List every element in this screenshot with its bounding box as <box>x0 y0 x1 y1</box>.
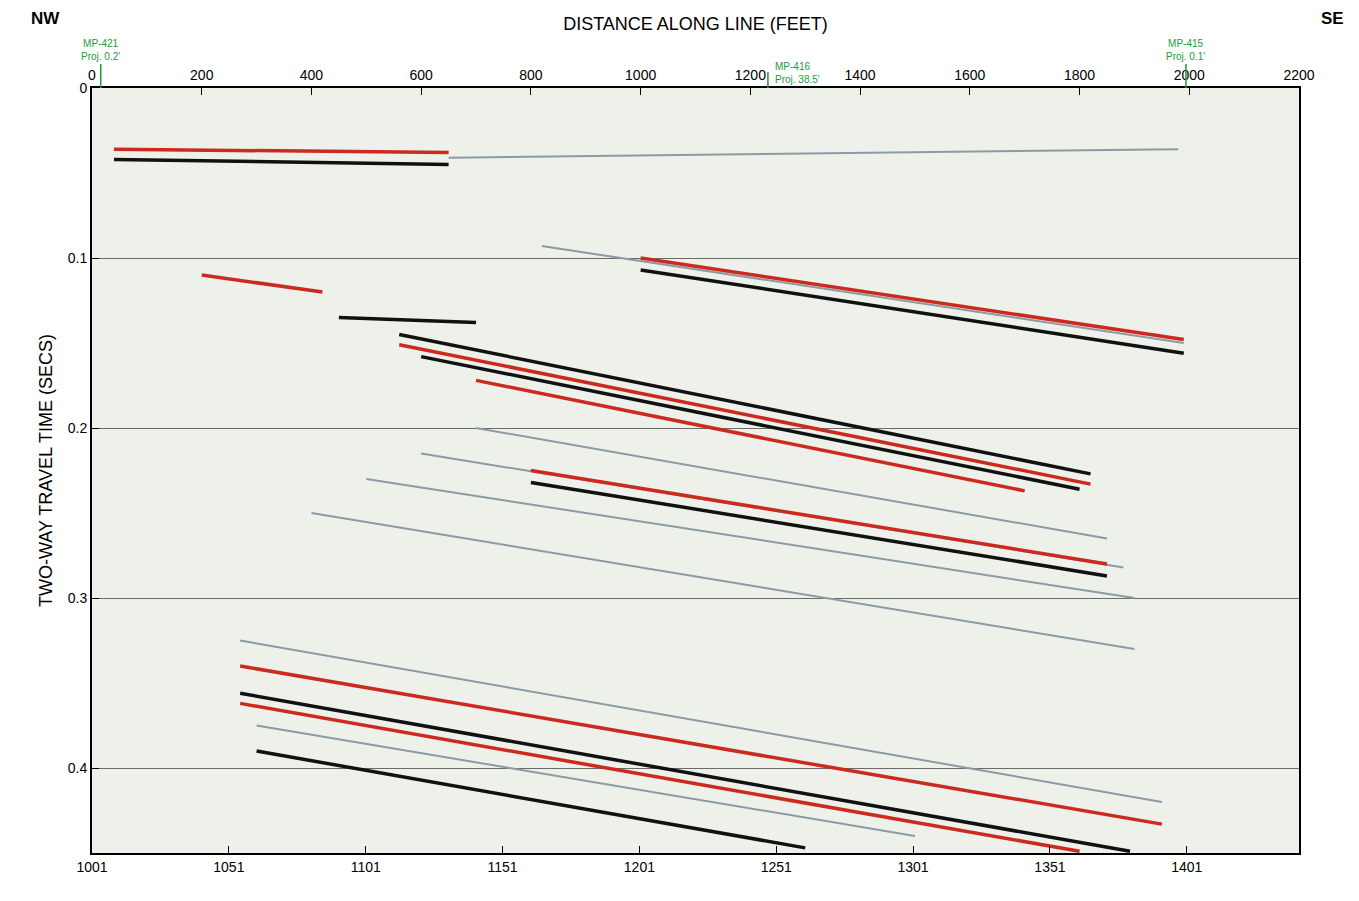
svg-text:TWO-WAY TRAVEL TIME (SECS): TWO-WAY TRAVEL TIME (SECS) <box>36 334 56 607</box>
svg-text:0.2: 0.2 <box>68 420 88 436</box>
svg-text:NW: NW <box>31 9 60 28</box>
svg-text:1400: 1400 <box>845 67 876 83</box>
svg-text:MP-415Proj. 0.1': MP-415Proj. 0.1' <box>1166 38 1205 62</box>
svg-text:2000: 2000 <box>1174 67 1205 83</box>
svg-text:1800: 1800 <box>1064 67 1095 83</box>
svg-text:2200: 2200 <box>1283 67 1314 83</box>
svg-text:DISTANCE ALONG LINE (FEET): DISTANCE ALONG LINE (FEET) <box>563 14 828 34</box>
svg-text:1001: 1001 <box>76 859 107 875</box>
svg-text:0: 0 <box>88 67 96 83</box>
svg-text:400: 400 <box>300 67 324 83</box>
svg-text:0.4: 0.4 <box>68 760 88 776</box>
svg-text:0.1: 0.1 <box>68 250 88 266</box>
svg-text:1201: 1201 <box>624 859 655 875</box>
svg-text:1200: 1200 <box>735 67 766 83</box>
svg-text:1151: 1151 <box>487 859 517 875</box>
svg-text:1051: 1051 <box>213 859 244 875</box>
svg-text:0.3: 0.3 <box>68 590 88 606</box>
svg-text:1351: 1351 <box>1034 859 1065 875</box>
svg-text:0: 0 <box>79 80 87 96</box>
svg-text:1000: 1000 <box>625 67 656 83</box>
svg-text:800: 800 <box>519 67 543 83</box>
svg-text:600: 600 <box>410 67 434 83</box>
svg-text:MP-416Proj. 38.5': MP-416Proj. 38.5' <box>775 61 820 85</box>
svg-text:1600: 1600 <box>954 67 985 83</box>
svg-text:1301: 1301 <box>898 859 929 875</box>
svg-text:MP-421Proj. 0.2': MP-421Proj. 0.2' <box>81 38 120 62</box>
svg-text:200: 200 <box>190 67 214 83</box>
svg-text:1101: 1101 <box>351 859 381 875</box>
svg-text:SE: SE <box>1321 9 1344 28</box>
svg-text:1401: 1401 <box>1171 859 1202 875</box>
svg-text:1251: 1251 <box>761 859 792 875</box>
